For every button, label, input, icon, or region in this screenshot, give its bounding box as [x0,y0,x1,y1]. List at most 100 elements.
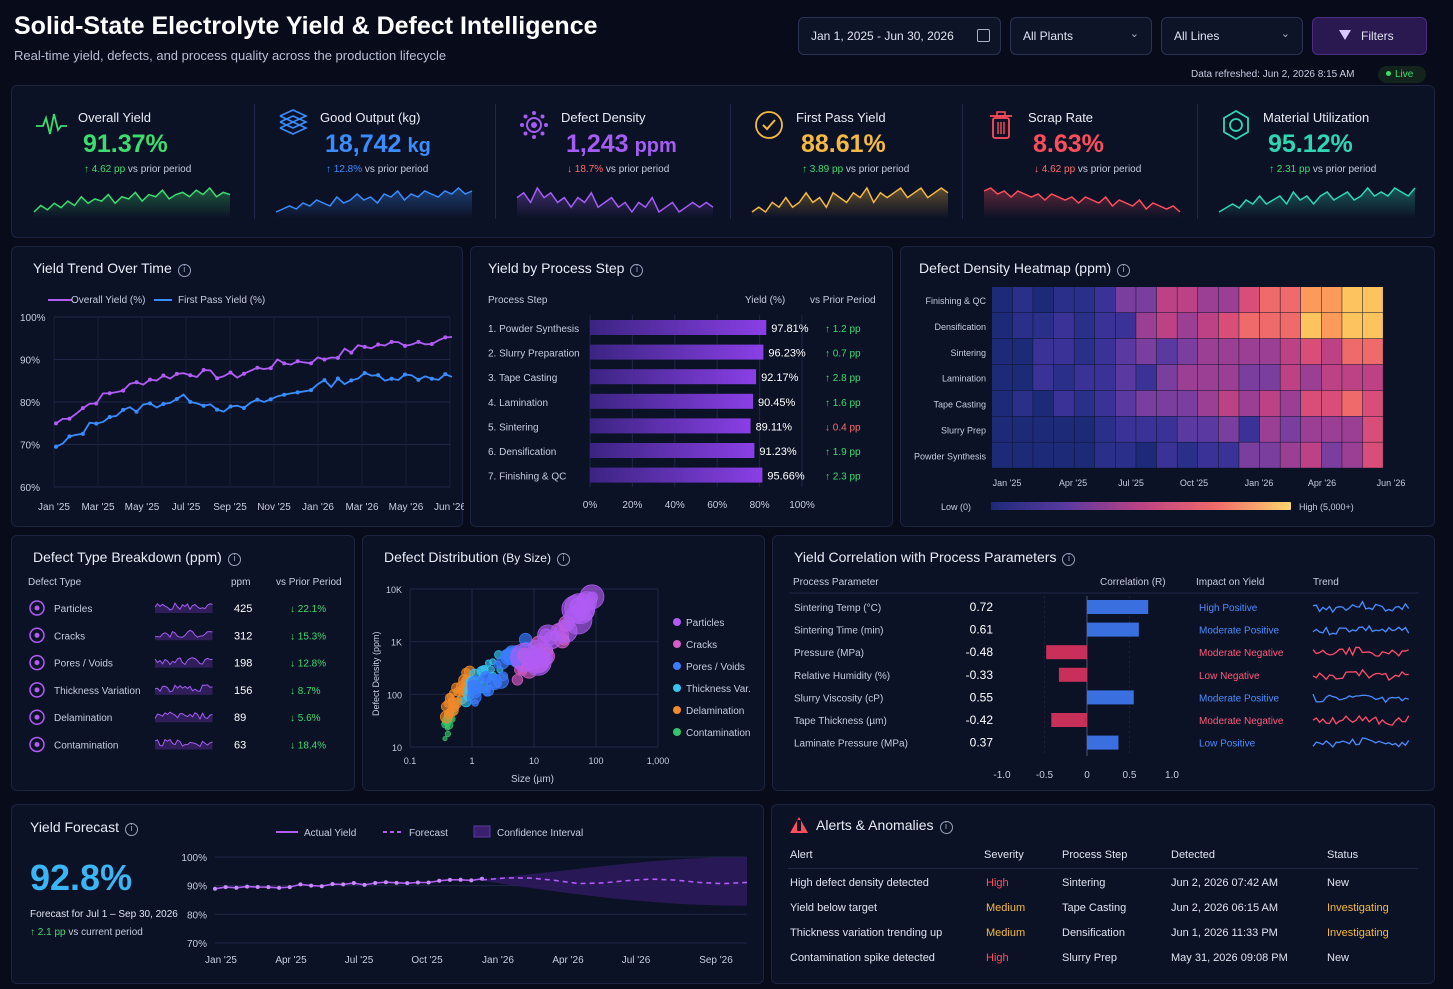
heatmap-cell [1280,416,1301,442]
heatmap-cell [1280,442,1301,468]
plant-select[interactable]: All Plants ⌄ [1010,17,1152,55]
heatmap-row-label: Lamination [942,374,986,384]
info-icon[interactable]: i [177,264,191,277]
heatmap-cell [1198,312,1219,339]
scatter-point [498,671,509,682]
data-point [282,392,287,397]
heatmap-cell [1301,338,1322,365]
line-select[interactable]: All Lines ⌄ [1161,17,1303,55]
kpi-value: 88.61% [801,130,886,158]
info-icon[interactable]: i [124,823,138,836]
correlation-bar [1046,645,1087,660]
kpi-delta-value: 3.89 pp [809,164,844,175]
actual-line [214,878,483,890]
info-icon[interactable]: i [1062,553,1076,566]
correlation-bar [1087,735,1119,750]
yield-trend-chart: Overall Yield (%) First Pass Yield (%) 100… [20,295,464,513]
kpi-delta: ↓ 18.7% vs prior period [567,164,669,175]
defect-delta: ↓ 5.6% [290,713,321,724]
heatmap-cell [1218,416,1239,442]
yield-bar [590,443,755,458]
yield-bar [590,418,751,434]
x-tick-label: Oct '25 [411,955,443,966]
mini-spark-area [155,630,213,641]
correlation-panel: Yield Correlation with Process Parameter… [772,535,1435,791]
actual-point [405,881,410,886]
actual-point [458,877,463,882]
heatmap-cell [1115,390,1136,416]
alert-row[interactable]: Yield below target Medium Tape Casting Jun … [772,902,1432,922]
y-tick-label: 90% [20,356,40,367]
kpi-name: First Pass Yield [796,110,886,125]
data-point [80,431,85,436]
x-tick-label: Apr '26 [552,955,584,966]
heatmap-cell [1301,364,1322,391]
data-point [161,401,166,406]
legend-label: First Pass Yield (%) [178,295,265,306]
check-ring [755,111,783,139]
kpi-delta-suffix: vs prior period [1075,164,1142,175]
x-tick-label: 10 [529,756,539,766]
scatter-point [461,667,471,678]
defect-type-icon [29,736,45,753]
info-icon[interactable]: i [227,553,241,566]
heatmap-cell [1095,390,1116,416]
filters-button[interactable]: Filters [1312,17,1427,55]
heatmap-cell [1012,287,1033,313]
sparkline-area [752,188,948,218]
alert-row[interactable]: Contamination spike detected High Slurry P… [772,952,1432,972]
refresh-timestamp: Data refreshed: Jun 2, 2026 8:15 AM [1191,69,1355,80]
correlation-value: 0.61 [970,623,994,637]
info-icon[interactable]: i [1117,264,1131,277]
heartbeat-icon [36,113,67,135]
heatmap-panel: Defect Density Heatmap (ppm) i Finishing … [900,246,1435,527]
divider [495,104,496,219]
yield-trend-title-text: Yield Trend Over Time [33,260,172,276]
data-point [362,370,367,375]
actual-point [426,880,431,885]
heatmap-cell [1198,390,1219,416]
yield-bar [590,344,764,360]
kpi-name: Good Output (kg) [320,110,421,125]
y-tick-label: 100 [387,690,402,700]
scatter-point [500,649,513,661]
actual-point [255,885,260,890]
defect-type-name: Pores / Voids [54,659,113,670]
x-tick-label: 100 [588,756,603,766]
heatmap-cell [1218,442,1239,468]
alert-row[interactable]: High defect density detected High Sinterin… [772,877,1432,897]
heatmap-cell [1074,287,1095,313]
mini-spark-line [154,602,213,611]
forecast-period: Forecast for Jul 1 – Sep 30, 2026 [30,909,178,920]
info-icon[interactable]: i [939,821,953,834]
heatmap-cell [992,390,1013,416]
heatmap-cell [1012,338,1033,365]
date-range-picker[interactable]: Jan 1, 2025 - Jun 30, 2026 [798,17,1001,55]
x-tick-label: Mar '25 [81,502,114,513]
actual-point [437,878,442,883]
alert-name: High defect density detected [790,877,929,889]
yield-delta: ↑ 1.6 pp [825,398,861,409]
heatmap-cell [1321,338,1342,365]
line-select-label: All Lines [1174,29,1220,43]
legend-swatch [673,728,681,736]
divider [962,104,963,219]
heatmap-cell [1095,364,1116,391]
heatmap-cell [1198,338,1219,365]
info-icon[interactable]: i [556,553,570,566]
scatter-point [486,674,503,691]
data-point [268,366,273,371]
heatmap-cell [1198,364,1219,391]
sparkline-line [983,187,1181,213]
defect-type-icon-dot [34,605,40,611]
heatmap-cell [1053,416,1074,442]
alert-row[interactable]: Thickness variation trending up Medium Den… [772,927,1432,947]
status-label: New [1327,952,1350,964]
heatmap-cell [1033,312,1054,339]
sparkline-line [1218,186,1416,213]
kpi-card: First Pass Yield 88.61% ↑ 3.89 pp vs prior… [750,86,970,236]
mini-spark-area [155,739,213,750]
x-tick-label: Jul '25 [172,502,201,513]
status-label: New [1327,877,1350,889]
info-icon[interactable]: i [630,264,644,277]
